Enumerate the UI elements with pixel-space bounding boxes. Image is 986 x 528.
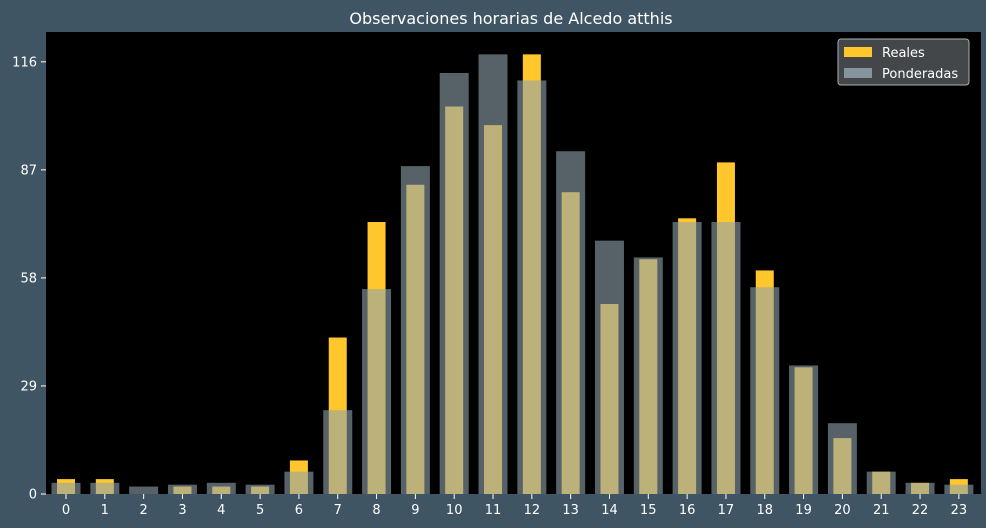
x-tick-label: 1 xyxy=(101,503,109,518)
bar-ponderadas-22 xyxy=(905,482,935,494)
bar-ponderadas-6 xyxy=(284,471,314,494)
bar-ponderadas-15 xyxy=(633,257,663,494)
overlay-bars-group xyxy=(51,54,974,495)
bar-ponderadas-23 xyxy=(944,484,974,494)
x-tick-label: 14 xyxy=(601,503,618,518)
y-tick-label: 87 xyxy=(20,163,37,178)
y-tick-label: 0 xyxy=(29,488,37,503)
bar-ponderadas-8 xyxy=(362,289,392,494)
bar-ponderadas-3 xyxy=(167,484,197,494)
bar-ponderadas-20 xyxy=(827,423,857,494)
bar-ponderadas-0 xyxy=(51,482,81,494)
plot-area xyxy=(46,32,981,494)
x-tick-label: 7 xyxy=(334,503,342,518)
legend-label: Reales xyxy=(882,46,925,61)
bar-ponderadas-9 xyxy=(400,166,430,494)
x-tick-label: 8 xyxy=(372,503,380,518)
bar-ponderadas-13 xyxy=(556,151,586,494)
x-tick-label: 4 xyxy=(217,503,225,518)
x-tick-label: 16 xyxy=(679,503,696,518)
y-tick-label: 58 xyxy=(20,271,37,286)
bar-ponderadas-7 xyxy=(323,410,353,494)
x-tick-label: 3 xyxy=(178,503,186,518)
x-tick-label: 19 xyxy=(795,503,812,518)
legend: Reales Ponderadas xyxy=(837,38,970,86)
bar-ponderadas-19 xyxy=(789,365,819,494)
x-tick-label: 12 xyxy=(524,503,541,518)
y-tick-label: 116 xyxy=(12,55,37,70)
x-tick-label: 18 xyxy=(756,503,773,518)
x-tick-label: 2 xyxy=(139,503,147,518)
x-tick-label: 22 xyxy=(912,503,929,518)
bar-ponderadas-11 xyxy=(478,54,508,495)
bar-ponderadas-4 xyxy=(206,482,236,494)
legend-swatch xyxy=(844,47,872,57)
bar-ponderadas-1 xyxy=(90,482,120,494)
bar-ponderadas-17 xyxy=(711,222,741,495)
bar-ponderadas-2 xyxy=(129,486,159,494)
x-tick-label: 10 xyxy=(446,503,463,518)
bar-ponderadas-10 xyxy=(439,72,469,494)
y-tick-label: 29 xyxy=(20,379,37,394)
x-tick-label: 23 xyxy=(951,503,968,518)
bar-ponderadas-14 xyxy=(594,240,624,494)
x-tick-label: 0 xyxy=(62,503,70,518)
x-tick-label: 17 xyxy=(718,503,735,518)
x-tick-label: 15 xyxy=(640,503,657,518)
bar-ponderadas-12 xyxy=(517,80,547,494)
legend-swatch xyxy=(844,68,872,78)
x-tick-label: 5 xyxy=(256,503,264,518)
legend-label: Ponderadas xyxy=(882,67,958,82)
x-tick-label: 9 xyxy=(411,503,419,518)
bar-ponderadas-5 xyxy=(245,484,275,494)
x-tick-label: 20 xyxy=(834,503,851,518)
chart-title: Observaciones horarias de Alcedo atthis xyxy=(349,9,672,28)
x-tick-label: 11 xyxy=(485,503,502,518)
bar-ponderadas-18 xyxy=(750,287,780,494)
x-tick-label: 6 xyxy=(295,503,303,518)
bar-ponderadas-16 xyxy=(672,222,702,495)
x-tick-label: 21 xyxy=(873,503,890,518)
bar-ponderadas-21 xyxy=(866,471,896,494)
x-tick-label: 13 xyxy=(562,503,579,518)
